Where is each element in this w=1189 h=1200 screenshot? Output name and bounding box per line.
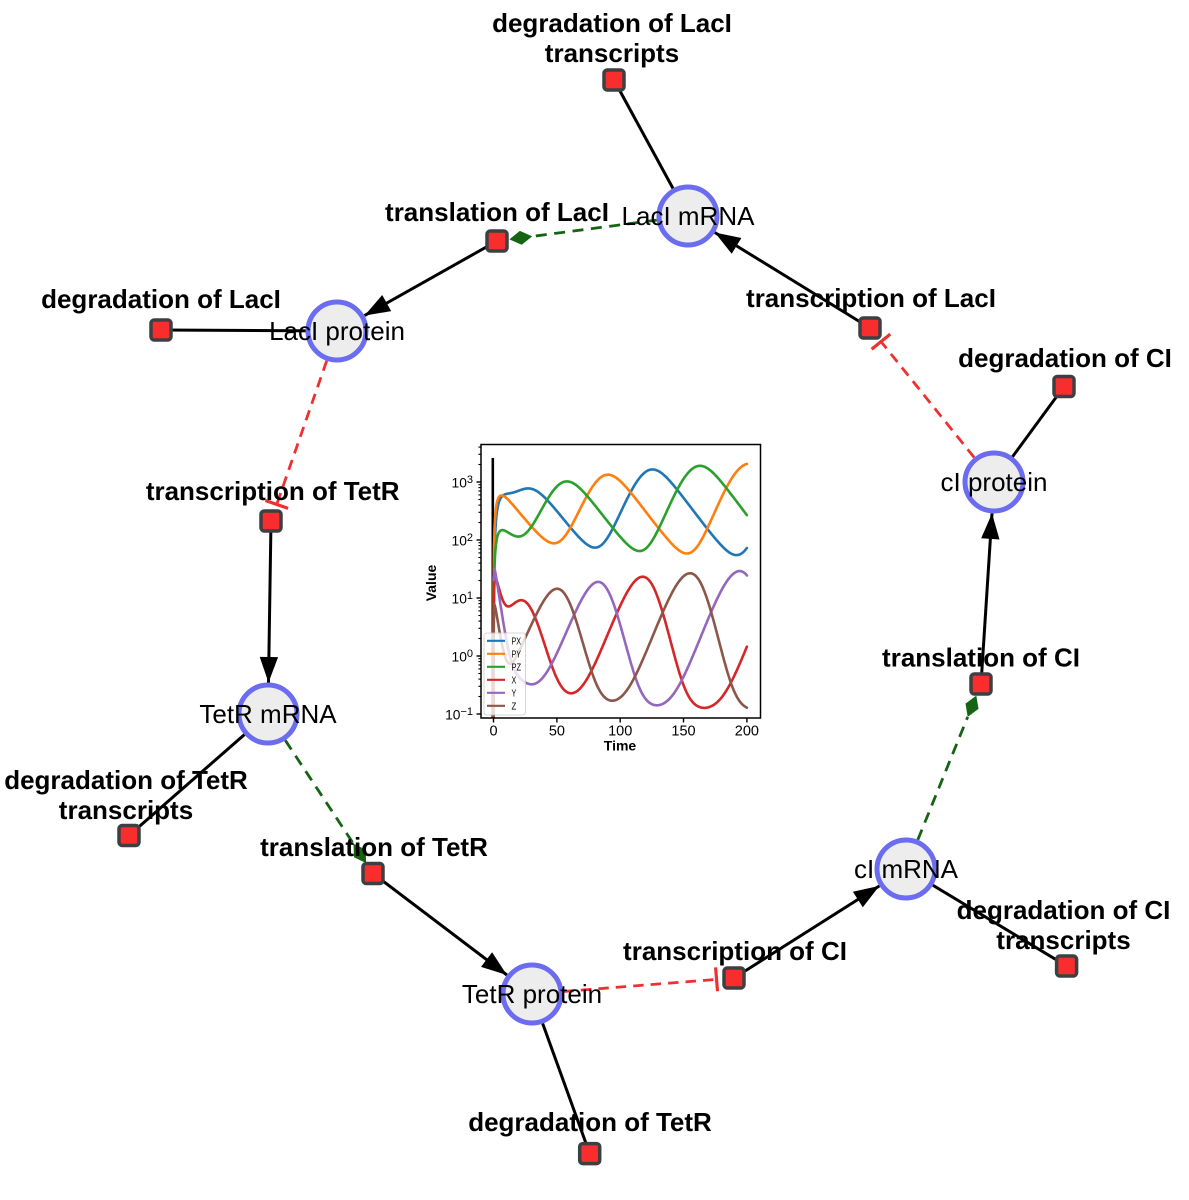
svg-text:X: X <box>512 675 517 687</box>
svg-text:100: 100 <box>608 724 632 740</box>
svg-text:Time: Time <box>604 738 637 754</box>
svg-text:transcription of TetR: transcription of TetR <box>146 476 400 506</box>
svg-text:0: 0 <box>489 724 497 740</box>
svg-text:Y: Y <box>512 688 517 700</box>
svg-text:degradation of TetR: degradation of TetR <box>4 765 248 795</box>
svg-text:TetR protein: TetR protein <box>462 979 602 1009</box>
svg-text:PY: PY <box>512 649 522 661</box>
svg-text:degradation of CI: degradation of CI <box>958 343 1172 373</box>
svg-text:translation of LacI: translation of LacI <box>385 197 609 227</box>
svg-text:transcription of LacI: transcription of LacI <box>746 283 996 313</box>
svg-text:Z: Z <box>512 701 517 713</box>
svg-text:LacI mRNA: LacI mRNA <box>622 201 756 231</box>
svg-text:LacI protein: LacI protein <box>269 316 405 346</box>
svg-text:transcripts: transcripts <box>59 795 193 825</box>
svg-text:200: 200 <box>735 724 759 740</box>
svg-text:degradation of TetR: degradation of TetR <box>468 1107 712 1137</box>
svg-text:transcripts: transcripts <box>996 925 1130 955</box>
svg-text:translation of TetR: translation of TetR <box>260 832 488 862</box>
svg-text:transcripts: transcripts <box>545 38 679 68</box>
svg-text:150: 150 <box>671 724 695 740</box>
svg-text:degradation of LacI: degradation of LacI <box>41 284 281 314</box>
svg-text:degradation of CI: degradation of CI <box>957 895 1171 925</box>
svg-text:transcription of CI: transcription of CI <box>623 936 847 966</box>
svg-text:degradation of LacI: degradation of LacI <box>492 8 732 38</box>
svg-text:50: 50 <box>549 724 565 740</box>
svg-text:PX: PX <box>512 636 522 648</box>
svg-text:cI mRNA: cI mRNA <box>854 854 959 884</box>
svg-text:cI protein: cI protein <box>941 467 1048 497</box>
svg-text:PZ: PZ <box>512 662 522 674</box>
svg-text:Value: Value <box>423 565 439 602</box>
svg-text:translation of CI: translation of CI <box>882 643 1080 673</box>
svg-text:TetR mRNA: TetR mRNA <box>199 699 337 729</box>
